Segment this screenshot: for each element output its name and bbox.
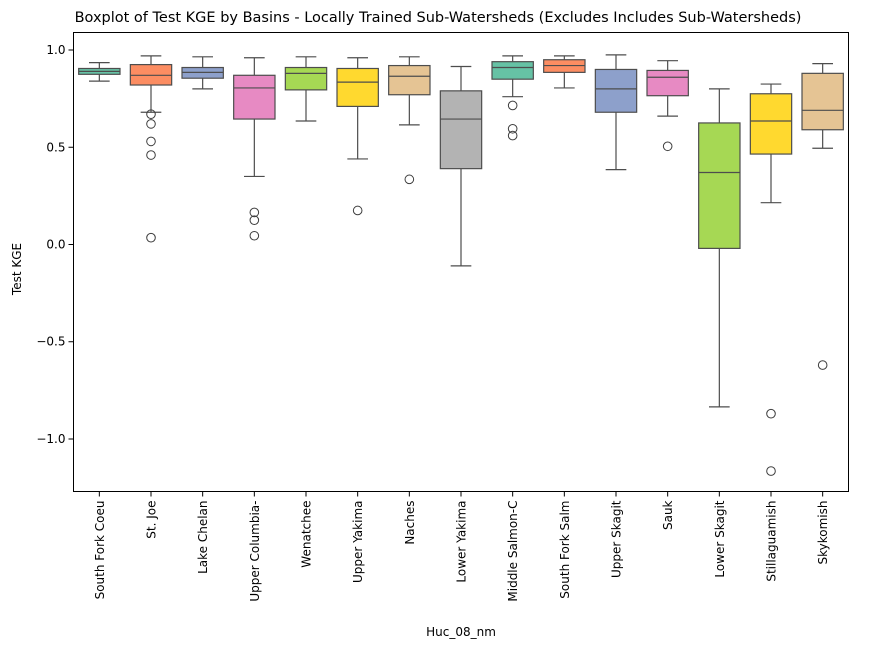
outlier-point <box>404 174 415 185</box>
outlier-point <box>146 109 156 119</box>
box-body <box>491 61 534 80</box>
box-group <box>749 83 793 476</box>
plot-area <box>78 54 844 476</box>
box-body <box>698 122 741 249</box>
box-group <box>129 55 173 243</box>
x-tick-label: Lower Skagit <box>713 500 727 577</box>
box-group <box>543 55 586 89</box>
x-tick-label: St. Joe <box>145 501 159 539</box>
outlier-point <box>766 466 776 476</box>
box-group <box>491 55 534 141</box>
outlier-point <box>249 230 260 241</box>
outlier-point <box>249 207 260 218</box>
x-tick-label: Wenatchee <box>300 501 314 568</box>
box-body <box>439 90 483 170</box>
x-tick-label: Naches <box>403 501 417 545</box>
x-tick-label: Middle Salmon-C <box>506 501 520 602</box>
box-body <box>388 64 431 96</box>
x-tick-label: Sauk <box>661 500 675 530</box>
outlier-point <box>817 360 828 370</box>
box-group <box>594 54 638 171</box>
box-group <box>284 56 328 122</box>
x-tick-label: Upper Columbia- <box>248 501 262 602</box>
box-group <box>439 65 483 267</box>
x-tick-label: Stillaguamish <box>765 501 779 582</box>
outlier-point <box>507 100 518 111</box>
x-tick-label: Upper Yakima <box>351 501 365 584</box>
box-group <box>801 63 844 370</box>
outlier-point <box>766 408 776 419</box>
outlier-point <box>146 150 156 160</box>
outlier-point <box>249 215 260 225</box>
x-tick-label: Skykomish <box>816 501 830 565</box>
box-body <box>336 67 379 108</box>
y-axis-label: Test KGE <box>10 243 24 296</box>
x-tick-label: Upper Skagit <box>610 500 624 578</box>
box-group <box>181 56 224 90</box>
x-tick-label: South Fork Coeu <box>93 501 107 600</box>
outlier-point <box>146 119 156 129</box>
box-body <box>801 72 844 131</box>
outlier-point <box>146 232 156 243</box>
x-tick-label: South Fork Salm <box>558 501 572 599</box>
outlier-point <box>352 205 363 216</box>
box-body <box>646 69 689 97</box>
y-tick-label: 1.0 <box>46 43 65 57</box>
outlier-point <box>662 141 673 152</box>
box-group <box>388 56 431 185</box>
y-tick-label: −0.5 <box>36 335 65 349</box>
x-tick-label: Lake Chelan <box>196 501 210 574</box>
x-tick-label: Lower Yakima <box>455 501 469 583</box>
outlier-point <box>507 130 518 141</box>
box-body <box>284 66 328 91</box>
box-group <box>233 57 276 241</box>
y-tick-label: 0.5 <box>46 140 65 154</box>
box-group <box>336 57 379 216</box>
box-group <box>78 62 121 82</box>
box-body <box>749 93 793 155</box>
y-tick-label: 0.0 <box>46 237 65 251</box>
box-group <box>698 88 741 408</box>
chart-title: Boxplot of Test KGE by Basins - Locally … <box>75 10 802 26</box>
box-group <box>646 60 689 152</box>
x-axis-label: Huc_08_nm <box>426 625 496 639</box>
box-body <box>594 68 638 113</box>
outlier-point <box>507 123 518 134</box>
outlier-point <box>146 136 156 147</box>
y-tick-label: −1.0 <box>36 432 65 446</box>
box-body <box>233 74 276 120</box>
